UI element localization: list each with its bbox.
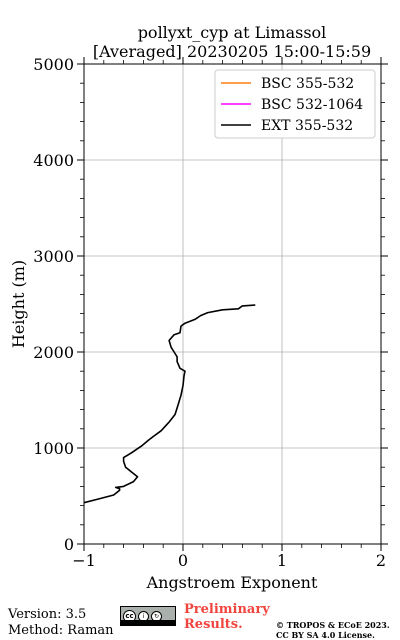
copyright-notice: © TROPOS & ECoE 2023. CC BY SA 4.0 Licen… bbox=[276, 620, 390, 640]
preliminary-line-1: Preliminary bbox=[184, 602, 270, 617]
plot-frame bbox=[83, 63, 382, 545]
copyright-line-2: CC BY SA 4.0 License. bbox=[276, 630, 375, 640]
x-tick-label: 0 bbox=[178, 551, 188, 570]
y-tick-label: 4000 bbox=[33, 151, 74, 170]
chart-subtitle: [Averaged] 20230205 15:00-15:59 bbox=[93, 42, 371, 61]
preliminary-line-2: Results. bbox=[184, 617, 243, 632]
y-tick-label: 0 bbox=[64, 535, 74, 554]
y-tick-label: 5000 bbox=[33, 55, 74, 74]
data-series bbox=[83, 304, 256, 504]
legend-box bbox=[214, 69, 376, 139]
x-axis-label: Angstroem Exponent bbox=[146, 573, 318, 592]
copyright-line-1: © TROPOS & ECoE 2023. bbox=[276, 620, 390, 630]
legend-label: BSC 532-1064 bbox=[261, 97, 363, 113]
legend: BSC 355-532 BSC 532-1064 EXT 355-532 bbox=[214, 69, 376, 139]
legend-label: BSC 355-532 bbox=[261, 76, 354, 92]
preliminary-notice: Preliminary Results. bbox=[184, 602, 270, 632]
grid-lines bbox=[84, 64, 381, 544]
cc-license-badge: cc i ↻ bbox=[120, 606, 176, 626]
chart-title: pollyxt_cyp at Limassol bbox=[138, 23, 327, 42]
creative-commons-icon: cc bbox=[123, 609, 136, 623]
x-tick-label: 2 bbox=[376, 551, 386, 570]
y-axis-label: Height (m) bbox=[9, 260, 28, 348]
x-tick-label: 1 bbox=[277, 551, 287, 570]
method-text: Method: Raman bbox=[8, 623, 114, 638]
chart-figure: pollyxt_cyp at Limassol [Averaged] 20230… bbox=[9, 23, 388, 592]
version-text: Version: 3.5 bbox=[8, 607, 87, 622]
cc-badge-strip bbox=[121, 620, 175, 625]
y-tick-label: 3000 bbox=[33, 247, 74, 266]
y-tick-label: 2000 bbox=[33, 343, 74, 362]
footer-info: Version: 3.5 Method: Raman bbox=[8, 607, 114, 639]
series-line-ext-355-532 bbox=[83, 304, 256, 504]
y-tick-label: 1000 bbox=[33, 439, 74, 458]
legend-label: EXT 355-532 bbox=[261, 118, 353, 134]
x-tick-label: −1 bbox=[72, 551, 96, 570]
